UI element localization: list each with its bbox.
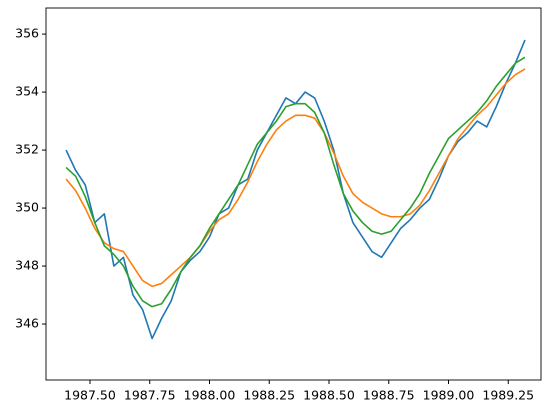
y-tick-label: 348 [15, 258, 39, 273]
series-line [65, 56, 526, 308]
x-tick-label: 1989.25 [482, 388, 534, 403]
series-line [65, 68, 526, 288]
x-tick-label: 1988.50 [303, 388, 355, 403]
x-tick-label: 1988.25 [243, 388, 295, 403]
x-tick-label: 1987.50 [64, 388, 116, 403]
x-tick-label: 1987.75 [124, 388, 176, 403]
y-tick-label: 346 [15, 316, 39, 331]
axes-frame [45, 7, 542, 381]
y-tick-label: 350 [15, 200, 39, 215]
x-tick-label: 1988.00 [184, 388, 236, 403]
x-tick-label: 1989.00 [423, 388, 475, 403]
x-tick-label: 1988.75 [363, 388, 415, 403]
y-tick-label: 356 [15, 26, 39, 41]
y-tick-label: 354 [15, 84, 39, 99]
y-tick-label: 352 [15, 142, 39, 157]
plot-area [46, 8, 541, 380]
